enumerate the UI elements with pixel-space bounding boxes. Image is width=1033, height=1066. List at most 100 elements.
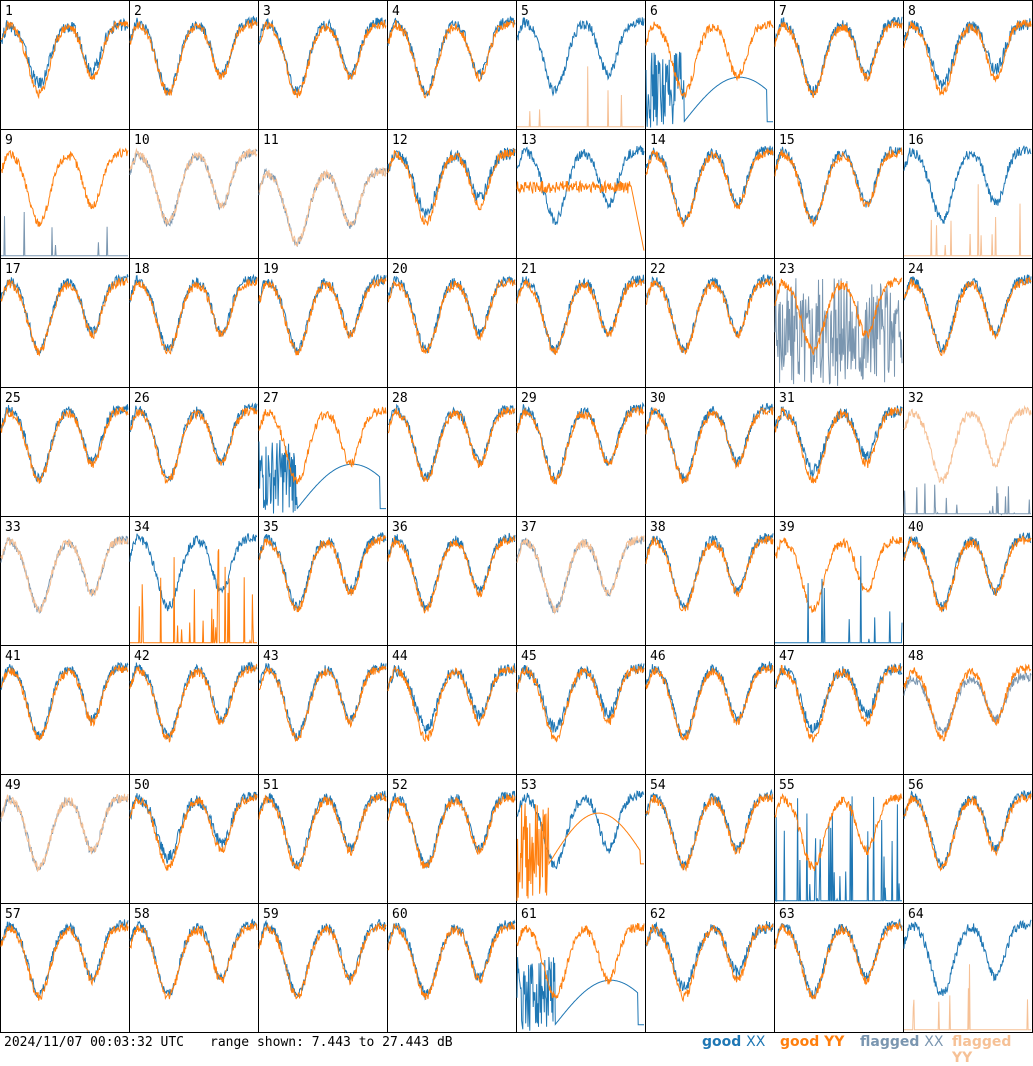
panel-50-yy (129, 792, 258, 872)
panel-40 (903, 516, 1033, 646)
panel-33-label: 33 (5, 520, 21, 535)
panel-39 (774, 516, 904, 646)
panel-30-label: 30 (650, 391, 666, 406)
panel-63-label: 63 (779, 907, 795, 922)
panel-28-yy (387, 406, 516, 482)
panel-14-label: 14 (650, 133, 666, 148)
panel-33 (0, 516, 130, 646)
panel-59-yy (258, 922, 387, 1000)
panel-42 (129, 645, 259, 775)
panel-20 (387, 258, 517, 388)
panel-49-label: 49 (5, 778, 21, 793)
legend-good-xx: good XX (702, 1034, 765, 1050)
panel-40-yy (903, 535, 1032, 613)
panel-30-yy (645, 406, 774, 484)
panel-9 (0, 129, 130, 259)
panel-53-xx (516, 790, 645, 870)
panel-13-xx (516, 145, 645, 226)
footer: 2024/11/07 00:03:32 UTC range shown: 7.4… (0, 1033, 1033, 1066)
panel-15-yy (774, 146, 903, 227)
panel-14-yy (645, 147, 774, 228)
panel-37 (516, 516, 646, 646)
panel-5-xx (516, 17, 645, 97)
panel-12 (387, 129, 517, 259)
panel-25-yy (0, 406, 129, 484)
panel-59 (258, 903, 388, 1033)
panel-9-yy (0, 147, 129, 227)
panel-40-label: 40 (908, 520, 924, 535)
panel-24 (903, 258, 1033, 388)
panel-49-yy-flag (0, 793, 129, 873)
panel-27-yy (258, 406, 387, 485)
panel-54-label: 54 (650, 778, 666, 793)
panel-29-yy (516, 405, 645, 485)
panel-43 (258, 645, 388, 775)
panel-52 (387, 774, 517, 904)
panel-60-label: 60 (392, 907, 408, 922)
panel-31-label: 31 (779, 391, 795, 406)
panel-10-yy-flag (129, 147, 258, 227)
panel-19 (258, 258, 388, 388)
panel-54-yy (645, 793, 774, 872)
panel-32 (903, 387, 1033, 517)
panel-11-yy-flag (258, 166, 387, 247)
panel-56 (903, 774, 1033, 904)
panel-45-label: 45 (521, 649, 537, 664)
panel-17 (0, 258, 130, 388)
panel-35-xx (258, 532, 387, 613)
panel-53-yy (516, 803, 644, 902)
timestamp: 2024/11/07 00:03:32 UTC (4, 1035, 185, 1050)
legend-good-xx-prefix: good (702, 1034, 747, 1050)
panel-29 (516, 387, 646, 517)
panel-21 (516, 258, 646, 388)
panel-48-xx-flag (903, 672, 1032, 735)
panel-36 (387, 516, 517, 646)
legend-flagged-xx: flagged XX (860, 1034, 943, 1050)
panel-19-label: 19 (263, 262, 279, 277)
panel-62-label: 62 (650, 907, 666, 922)
panel-59-xx (258, 919, 387, 997)
panel-53-label: 53 (521, 778, 537, 793)
panel-13-yy (516, 179, 645, 251)
panel-38-xx (645, 533, 774, 610)
panel-47-label: 47 (779, 649, 795, 664)
panel-38-yy (645, 535, 774, 612)
panel-32-label: 32 (908, 391, 924, 406)
panel-6 (645, 0, 775, 130)
panel-38-label: 38 (650, 520, 666, 535)
panel-51-yy (258, 793, 387, 872)
panel-20-yy (387, 277, 516, 354)
panel-37-yy-flag (516, 535, 645, 615)
panel-62-yy (645, 923, 774, 1003)
legend-flagged-yy: flagged YY (952, 1034, 1012, 1066)
panel-43-label: 43 (263, 649, 279, 664)
panel-61-xx (516, 956, 644, 1031)
panel-57 (0, 903, 130, 1033)
panel-34-yy (130, 549, 257, 644)
panel-3-label: 3 (263, 4, 271, 19)
panel-3-yy (258, 19, 387, 99)
panel-33-yy-flag (0, 536, 129, 614)
panel-52-xx (387, 790, 516, 869)
panel-17-yy (0, 277, 129, 357)
panel-5-yy-flag (517, 66, 644, 128)
panel-47 (774, 645, 904, 775)
panel-39-label: 39 (779, 520, 795, 535)
panel-34-xx (129, 533, 258, 612)
panel-46-yy (645, 664, 774, 741)
panel-57-yy (0, 921, 129, 1001)
panel-55-label: 55 (779, 778, 795, 793)
panel-51 (258, 774, 388, 904)
panel-16-label: 16 (908, 133, 924, 148)
panel-62 (645, 903, 775, 1033)
panel-7-yy (774, 20, 903, 99)
panel-57-xx (0, 919, 129, 1000)
panel-26-label: 26 (134, 391, 150, 406)
panel-14 (645, 129, 775, 259)
panel-61-label: 61 (521, 907, 537, 922)
panel-5-label: 5 (521, 4, 529, 19)
panel-45 (516, 645, 646, 775)
panel-34-label: 34 (134, 520, 150, 535)
panel-31 (774, 387, 904, 517)
panel-1-label: 1 (5, 4, 13, 19)
